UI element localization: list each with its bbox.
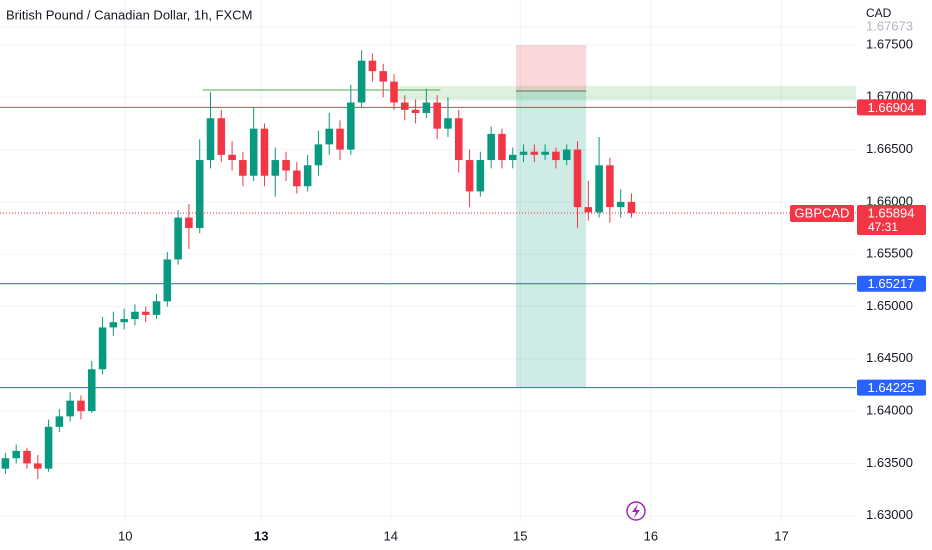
- candle-body: [303, 165, 312, 187]
- x-tick-label: 13: [254, 528, 268, 543]
- candle-body: [498, 133, 506, 161]
- candle-body: [573, 149, 582, 208]
- candle-body: [185, 217, 193, 229]
- candle-body: [595, 165, 603, 213]
- candle-body: [217, 118, 226, 155]
- y-tick-label: 1.63500: [866, 455, 913, 470]
- target-zone: [515, 91, 587, 388]
- y-tick-label: 1.65000: [866, 298, 913, 313]
- y-tick-label: 1.64500: [866, 350, 913, 365]
- candle-body: [390, 81, 398, 103]
- x-tick-label: 10: [118, 528, 132, 543]
- candle-body: [174, 217, 182, 260]
- candle-body: [66, 400, 74, 417]
- candle-body: [282, 160, 290, 171]
- x-tick-label: 14: [384, 528, 398, 543]
- x-tick-label: 17: [774, 528, 788, 543]
- x-tick-label: 15: [513, 528, 527, 543]
- y-tick-label: 1.65500: [866, 246, 913, 261]
- currency-label: CAD: [866, 6, 892, 20]
- candle-body: [444, 118, 452, 129]
- price-label: 1.65217: [868, 276, 915, 291]
- candle-body: [379, 71, 387, 82]
- price-label: 1.66904: [868, 100, 915, 115]
- candle-body: [411, 109, 420, 113]
- candle-body: [131, 311, 139, 320]
- candle-body: [55, 416, 64, 427]
- price-axis: 1.676731.675001.670001.665001.660001.655…: [118, 18, 926, 543]
- candle-body: [401, 102, 409, 110]
- candle-body: [616, 201, 625, 208]
- candle-body: [627, 201, 636, 213]
- candle-body: [368, 60, 377, 72]
- candle-body: [562, 149, 571, 161]
- candle-body: [23, 450, 31, 464]
- candle-body: [465, 160, 474, 192]
- candle-body: [206, 118, 215, 161]
- countdown-label: 47:31: [868, 220, 898, 234]
- candle-body: [44, 426, 53, 469]
- candle-body: [487, 133, 495, 161]
- resistance-zone: [395, 85, 856, 101]
- candle-body: [98, 327, 107, 370]
- price-label-bg: [857, 379, 926, 396]
- candle-body: [228, 154, 236, 161]
- candle-body: [433, 102, 441, 129]
- candle-body: [325, 128, 334, 145]
- candle-body: [508, 154, 517, 161]
- candle-body: [454, 118, 463, 161]
- candle-body: [422, 102, 431, 113]
- chart-title: British Pound / Canadian Dollar, 1h, FXC…: [6, 7, 252, 22]
- stop-zone: [515, 44, 587, 92]
- last-price-label: 1.65894: [868, 205, 915, 220]
- x-tick-label: 16: [644, 528, 658, 543]
- symbol-label-bg: [790, 204, 854, 222]
- plot-area: [0, 50, 856, 480]
- candle-body: [87, 369, 96, 412]
- candle-body: [271, 160, 280, 176]
- candle-body: [584, 207, 593, 213]
- candle-body: [476, 160, 485, 192]
- candle-body: [314, 144, 323, 166]
- candle-body: [336, 128, 344, 150]
- candle-body: [34, 463, 42, 469]
- candle-body: [152, 301, 161, 315]
- candle-body: [195, 160, 204, 229]
- y-tick-label: 1.66000: [866, 193, 913, 208]
- candle-body: [606, 165, 614, 208]
- y-tick-label: 1.64000: [866, 403, 913, 418]
- candle-body: [541, 151, 549, 155]
- y-tick-label: 1.67673: [866, 18, 913, 33]
- candle-body: [530, 151, 539, 155]
- replay-icon[interactable]: [626, 501, 646, 521]
- price-label-bg: [857, 99, 926, 116]
- candle-body: [163, 259, 172, 302]
- y-tick-label: 1.63000: [866, 507, 913, 522]
- candle-body: [519, 151, 528, 155]
- candle-body: [239, 160, 247, 176]
- candle-body: [141, 311, 150, 315]
- candle-body: [109, 322, 118, 328]
- background: [0, 0, 856, 522]
- candle-body: [12, 450, 20, 459]
- candle-body: [120, 319, 128, 323]
- y-tick-label: 1.67500: [866, 36, 913, 51]
- y-tick-label: 1.66500: [866, 141, 913, 156]
- candle-body: [293, 170, 301, 187]
- price-label: 1.64225: [868, 380, 915, 395]
- symbol-label: GBPCAD: [795, 205, 850, 220]
- candle-body: [552, 151, 560, 161]
- last-price-bg: [857, 204, 926, 235]
- candle-body: [77, 400, 85, 412]
- candle-body: [1, 458, 10, 469]
- candle-body: [347, 102, 355, 150]
- candle-body: [260, 128, 269, 176]
- price-label-bg: [857, 275, 926, 292]
- candle-body: [249, 128, 258, 176]
- candle-body: [357, 60, 366, 103]
